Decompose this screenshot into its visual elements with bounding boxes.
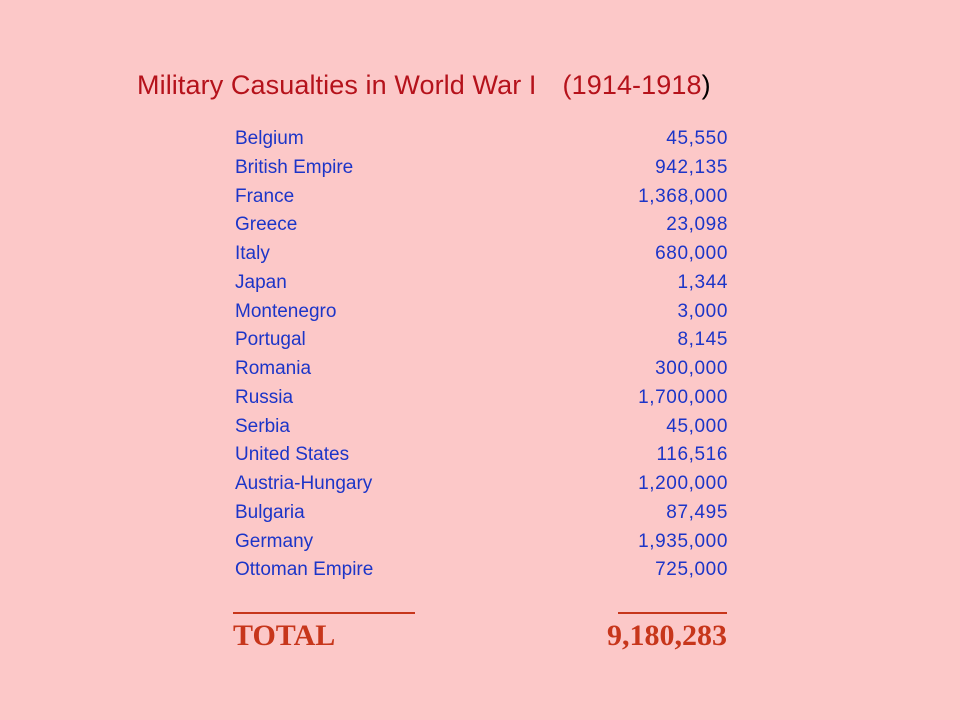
title-years: (1914-1918 — [562, 70, 702, 100]
country-name: Montenegro — [235, 300, 337, 322]
table-row: Montenegro 3,000 — [235, 298, 728, 327]
country-name: Japan — [235, 271, 287, 293]
table-row: Belgium 45,550 — [235, 125, 728, 154]
table-row: Japan 1,344 — [235, 269, 728, 298]
country-name: Serbia — [235, 415, 290, 437]
table-row: Bulgaria 87,495 — [235, 499, 728, 528]
casualty-count: 942,135 — [655, 156, 728, 178]
casualty-count: 116,516 — [656, 444, 728, 466]
country-name: Austria-Hungary — [235, 473, 373, 494]
table-row: Austria-Hungary 1,200,000 — [235, 470, 728, 499]
title-main: Military Casualties in World War I — [137, 70, 537, 100]
table-row: Italy 680,000 — [235, 240, 728, 269]
casualty-count: 45,550 — [666, 128, 728, 149]
casualty-count: 45,000 — [666, 415, 728, 437]
casualty-count: 1,700,000 — [638, 386, 728, 408]
country-name: France — [235, 185, 295, 207]
table-row: Romania 300,000 — [235, 355, 728, 384]
total-label: TOTAL — [233, 619, 336, 652]
table-row: Greece 23,098 — [235, 211, 728, 240]
table-row: British Empire 942,135 — [235, 154, 728, 183]
casualty-count: 87,495 — [666, 501, 728, 523]
casualty-count: 725,000 — [655, 559, 728, 581]
total-separator-right — [618, 612, 727, 614]
table-row: France 1,368,000 — [235, 183, 728, 212]
table-row: Russia 1,700,000 — [235, 384, 728, 413]
casualty-count: 680,000 — [655, 243, 728, 264]
country-name: Portugal — [235, 329, 306, 351]
casualty-count: 1,368,000 — [638, 185, 728, 207]
casualty-count: 23,098 — [666, 214, 728, 236]
country-name: British Empire — [235, 156, 354, 178]
country-name: Bulgaria — [235, 501, 305, 523]
casualty-count: 3,000 — [677, 300, 728, 322]
table-row: Serbia 45,000 — [235, 413, 728, 442]
table-row: Germany 1,935,000 — [235, 528, 728, 557]
title-close-paren: ) — [701, 70, 711, 100]
country-name: Romania — [235, 358, 312, 379]
table-row: Ottoman Empire 725,000 — [235, 556, 728, 585]
casualty-count: 300,000 — [655, 358, 728, 379]
country-name: Ottoman Empire — [235, 559, 374, 581]
table-row: Portugal 8,145 — [235, 326, 728, 355]
table-row: United States 116,516 — [235, 441, 728, 470]
casualty-table: Belgium 45,550 British Empire 942,135 Fran… — [235, 125, 728, 585]
country-name: Greece — [235, 214, 298, 236]
country-name: United States — [235, 444, 350, 466]
total-separator-left — [233, 612, 415, 614]
country-name: Germany — [235, 530, 314, 552]
slide-title: Military Casualties in World War I (1914-… — [137, 70, 711, 101]
total-value: 9,180,283 — [607, 619, 727, 652]
casualty-count: 8,145 — [677, 329, 728, 351]
country-name: Russia — [235, 386, 294, 408]
country-name: Italy — [235, 243, 270, 264]
casualty-count: 1,344 — [677, 271, 728, 293]
casualty-count: 1,200,000 — [638, 473, 728, 494]
country-name: Belgium — [235, 128, 304, 149]
casualty-count: 1,935,000 — [638, 530, 728, 552]
